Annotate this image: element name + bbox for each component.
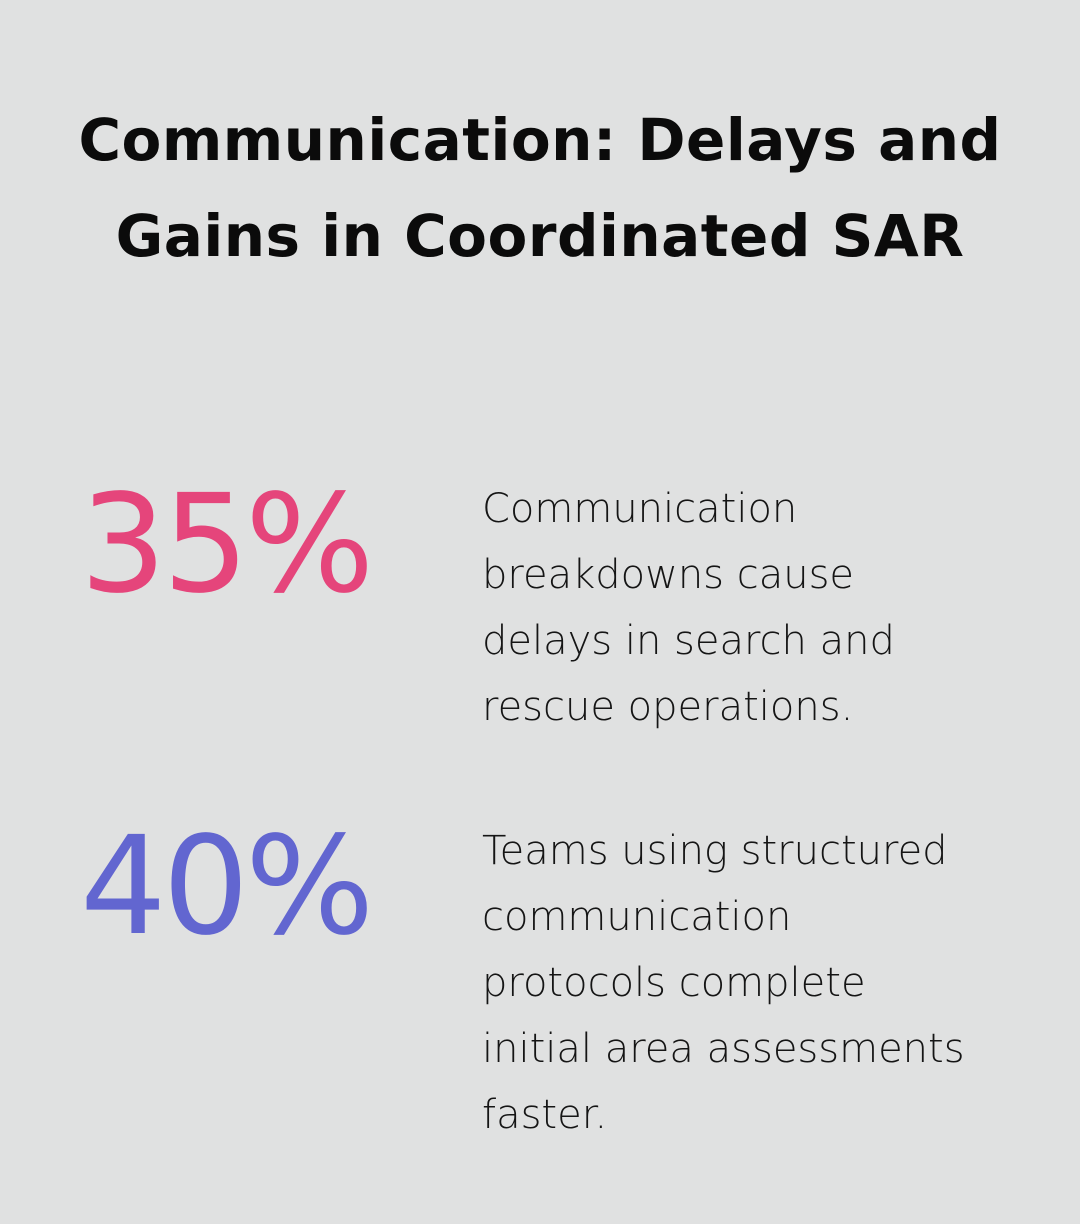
stat-description-1: Communication breakdowns cause delays in…: [482, 486, 895, 730]
stat-value-1: 35%: [80, 466, 374, 624]
stat-value-2: 40%: [80, 808, 374, 966]
infographic-title: Communication: Delays and Gains in Coord…: [78, 106, 1002, 270]
stat-description-2: Teams using structured communication pro…: [482, 828, 965, 1138]
